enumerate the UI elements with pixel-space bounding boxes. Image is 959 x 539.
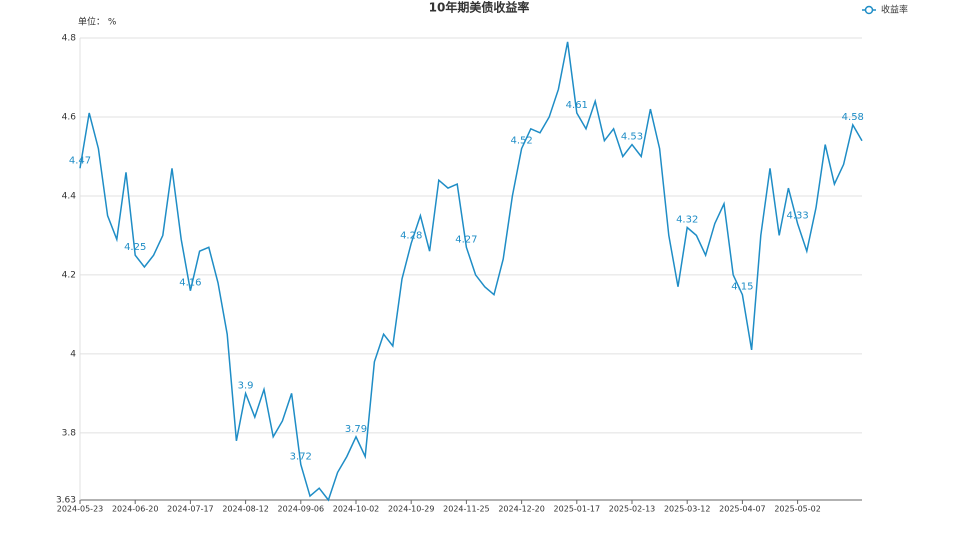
chart-title: 10年期美债收益率 (429, 0, 530, 15)
x-tick-label: 2024-06-20 (112, 505, 159, 514)
x-tick-label: 2024-07-17 (167, 505, 214, 514)
data-label: 3.79 (345, 424, 367, 435)
data-label: 4.53 (621, 132, 643, 143)
y-tick-label: 4.4 (62, 191, 77, 201)
x-tick-label: 2024-10-02 (333, 505, 380, 514)
y-tick-label: 4.8 (62, 34, 77, 44)
y-tick-label: 3.63 (56, 496, 76, 506)
x-tick-label: 2025-01-17 (554, 505, 601, 514)
x-tick-label: 2025-05-02 (774, 505, 821, 514)
x-tick-label: 2025-03-12 (664, 505, 711, 514)
legend-marker (864, 5, 874, 15)
data-label: 3.72 (290, 451, 312, 462)
data-label: 4.27 (455, 234, 477, 245)
y-tick-label: 3.8 (62, 428, 77, 438)
data-label: 3.9 (238, 380, 254, 391)
legend-label: 收益率 (881, 4, 908, 16)
y-tick-label: 4 (70, 349, 76, 359)
data-label: 4.15 (731, 282, 753, 293)
x-tick-label: 2024-09-06 (278, 505, 325, 514)
x-tick-label: 2025-04-07 (719, 505, 766, 514)
y-tick-label: 4.2 (62, 270, 76, 280)
data-label: 4.47 (69, 155, 91, 166)
data-label: 4.25 (124, 242, 146, 253)
data-label: 4.61 (566, 100, 588, 111)
data-label: 4.28 (400, 230, 422, 241)
x-tick-label: 2024-11-25 (443, 505, 490, 514)
y-unit-label: 单位： % (78, 16, 117, 28)
x-tick-label: 2024-05-23 (57, 505, 104, 514)
x-tick-label: 2024-08-12 (222, 505, 269, 514)
data-label: 4.16 (179, 278, 201, 289)
series-line (79, 41, 863, 502)
data-label: 4.33 (786, 211, 808, 222)
x-tick-label: 2024-10-29 (388, 505, 435, 514)
x-tick-label: 2025-02-13 (609, 505, 656, 514)
data-label: 4.32 (676, 215, 698, 226)
x-tick-label: 2024-12-20 (498, 505, 545, 514)
data-label: 4.52 (510, 136, 532, 147)
data-label: 4.58 (842, 112, 864, 123)
y-tick-label: 4.6 (62, 112, 77, 122)
